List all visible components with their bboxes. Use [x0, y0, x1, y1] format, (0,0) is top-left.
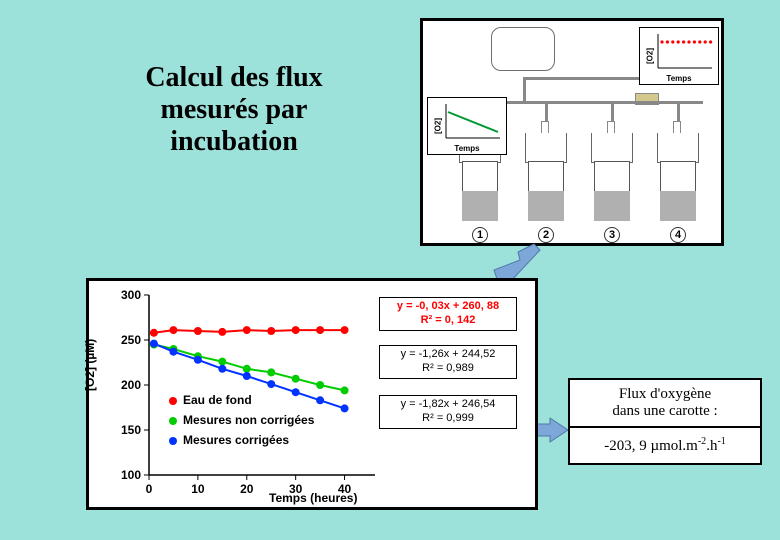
pipe [523, 77, 526, 101]
pipe [611, 101, 614, 121]
svg-text:0: 0 [146, 482, 153, 496]
svg-text:300: 300 [121, 288, 141, 302]
svg-text:200: 200 [121, 378, 141, 392]
mini-chart-green-svg [442, 102, 504, 144]
svg-text:10: 10 [191, 482, 205, 496]
mini-chart-red: [O2] Temps [639, 27, 719, 85]
mini-chart-red-svg [654, 32, 716, 74]
x-axis-label: Temps (heures) [269, 491, 357, 505]
core-3: 3 [591, 133, 633, 227]
legend-item-2: Mesures non corrigées [169, 413, 314, 427]
pipe [677, 101, 680, 121]
pipe [545, 101, 548, 121]
result-box: Flux d'oxygène dans une carotte : -203, … [568, 378, 762, 465]
svg-text:100: 100 [121, 468, 141, 482]
svg-text:20: 20 [240, 482, 254, 496]
legend-item-3: Mesures corrigées [169, 433, 289, 447]
svg-text:250: 250 [121, 333, 141, 347]
main-chart: 100150200250300010203040 [O2] (µM) Temps… [86, 278, 538, 510]
core-4: 4 [657, 133, 699, 227]
result-header: Flux d'oxygène dans une carotte : [570, 380, 760, 428]
equation-green: y = -1,26x + 244,52R² = 0,989 [379, 345, 517, 379]
page-title: Calcul des flux mesurés par incubation [104, 62, 364, 159]
result-value: -203, 9 µmol.m-2.h-1 [570, 428, 760, 463]
mini-chart-green: [O2] Temps [427, 97, 507, 155]
equation-red: y = -0, 03x + 260, 88R² = 0, 142 [379, 297, 517, 331]
legend-item-1: Eau de fond [169, 393, 252, 407]
experiment-diagram: 1 2 3 4 [O2] Temps [O2] Temps [420, 18, 724, 246]
equation-blue: y = -1,82x + 246,54R² = 0,999 [379, 395, 517, 429]
y-axis-label: [O2] (µM) [83, 339, 97, 391]
core-2: 2 [525, 133, 567, 227]
reservoir [491, 27, 555, 71]
svg-text:150: 150 [121, 423, 141, 437]
